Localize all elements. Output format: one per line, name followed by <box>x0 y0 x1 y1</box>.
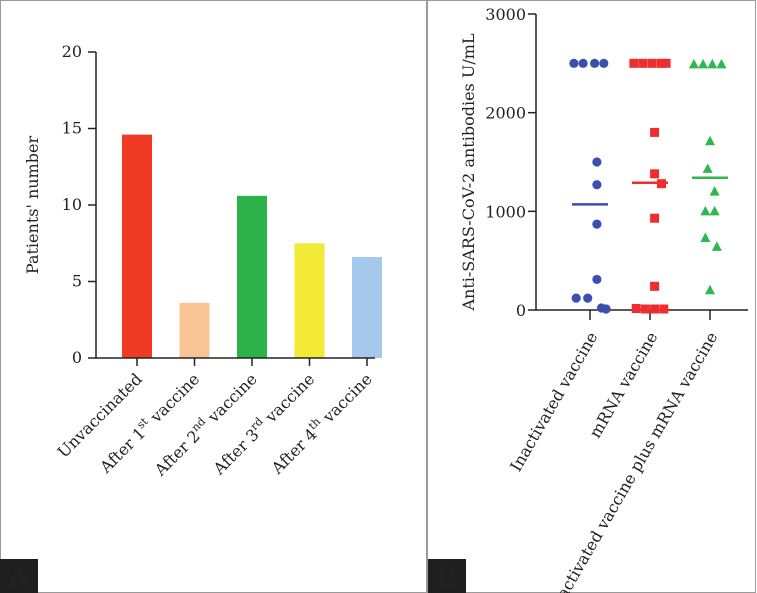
panel-b-point-square <box>650 127 660 137</box>
panel-a-bar <box>122 134 152 358</box>
panel-a-y-tick-label: 15 <box>62 119 82 138</box>
panel-b-medians <box>572 176 728 206</box>
panel-a-axes: 0 5 10 15 20 <box>62 42 375 367</box>
panel-b-point-square <box>659 304 669 314</box>
panel-b-ylabel: Anti-SARS-CoV-2 antibodies U/mL <box>459 33 478 311</box>
panel-b-point-triangle <box>698 58 709 69</box>
panel-a-bars <box>122 134 382 358</box>
panel-b-point-triangle <box>700 232 711 242</box>
panel-a-y-tick-label: 5 <box>72 272 82 291</box>
panel-b-point-circle <box>590 58 600 68</box>
panel-b-point-circle <box>569 58 579 68</box>
panel-b-point-triangle <box>705 135 715 146</box>
panel-b-point-circle <box>592 157 602 167</box>
panel-b-point-square <box>650 213 660 223</box>
panel-b-axes: 0 1000 2000 3000 <box>485 5 748 320</box>
panel-b-point-circle <box>583 293 593 303</box>
panel-b-letter: B <box>436 563 458 593</box>
panel-b-point-triangle <box>705 284 715 295</box>
panel-b-y-tick-label: 3000 <box>485 5 526 24</box>
panel-b-point-circle <box>578 58 588 68</box>
panel-b-point-square <box>657 58 666 68</box>
panel-b-point-triangle <box>716 58 727 69</box>
panel-b-point-circle <box>592 219 602 229</box>
panel-a-y-tick-label: 10 <box>62 195 82 214</box>
panel-b-y-tick-label: 2000 <box>485 104 526 123</box>
panel-b-y-tick-label: 1000 <box>485 202 526 221</box>
panel-a-bar <box>179 302 210 358</box>
panel-b-point-triangle <box>709 186 720 196</box>
panel-b-point-triangle <box>711 241 722 251</box>
panel-b-point-square <box>647 58 657 68</box>
panel-b-letter-box <box>428 559 466 593</box>
panel-a-bar <box>294 243 325 358</box>
panel-a-bar <box>237 195 267 358</box>
panel-a-letter: A <box>8 563 30 593</box>
panel-b-point-circle <box>592 274 602 285</box>
panel-b-point-square <box>638 58 648 68</box>
panel-b-point-square <box>650 169 660 179</box>
panel-b-point-square <box>629 58 639 68</box>
panel-b-point-triangle <box>700 205 711 216</box>
panel-a-bar <box>352 257 382 358</box>
panel-a-letter-box <box>0 559 38 593</box>
panel-b-point-circle <box>571 293 581 303</box>
panel-a-y-tick-label: 20 <box>62 42 82 61</box>
panel-b-point-square <box>650 281 660 291</box>
panel-a-ylabel: Patients' number <box>23 136 42 275</box>
panel-b-point-triangle <box>702 163 713 173</box>
panel-b-point-triangle <box>707 58 718 69</box>
panel-b-point-square <box>640 304 650 314</box>
panel-b-point-triangle <box>709 205 720 216</box>
panel-b-y-tick-label: 0 <box>516 301 526 320</box>
panel-b-point-square <box>631 304 641 314</box>
panel-b-point-circle <box>601 304 611 314</box>
panel-b-point-circle <box>592 180 602 190</box>
panel-a-y-tick-label: 0 <box>72 348 82 367</box>
panel-b-point-circle <box>599 58 609 68</box>
panel-b-point-square <box>650 304 660 314</box>
panel-b-point-square <box>661 58 671 68</box>
panel-b-point-triangle <box>688 58 699 69</box>
